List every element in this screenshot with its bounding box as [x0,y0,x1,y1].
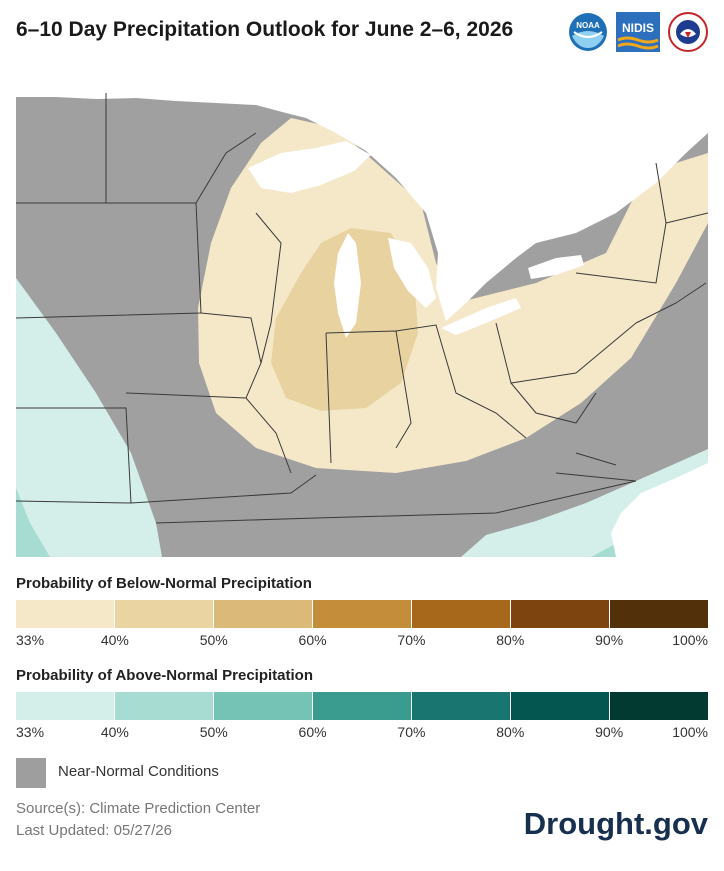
noaa-logo[interactable]: NOAA [568,12,608,52]
nidis-logo[interactable]: NIDIS [616,12,660,52]
below-normal-swatch-1 [16,600,115,628]
logo-group: NOAA NIDIS [568,12,708,52]
near-normal-label: Near-Normal Conditions [58,763,219,780]
water-and-outside-area [16,93,708,321]
above-normal-swatch-7 [610,692,708,720]
lake-erie [441,298,521,335]
above-normal-color-scale [16,692,708,720]
below-normal-tick-label: 80% [496,632,525,648]
above-normal-tick-label: 50% [199,724,228,740]
lake-michigan [334,233,361,338]
below-normal-swatch-5 [412,600,511,628]
above-normal-tick-label: 40% [100,724,129,740]
source-info: Source(s): Climate Prediction Center Las… [16,798,260,842]
atlantic-ocean [611,463,708,557]
above-normal-swatch-3 [214,692,313,720]
below-normal-color-scale [16,600,708,628]
lake-huron [388,238,436,308]
outlook-map [16,93,708,557]
lake-superior [248,141,371,193]
above-normal-swatch-1 [16,692,115,720]
above-normal-tick-label: 70% [397,724,426,740]
below-normal-swatch-7 [610,600,708,628]
svg-text:NOAA: NOAA [576,21,600,30]
below-normal-tick-label: 40% [100,632,129,648]
above-normal-tick-label: 80% [496,724,525,740]
above-normal-tick-label: 33% [16,724,45,740]
above-normal-swatch-4 [313,692,412,720]
above-normal-swatch-5 [412,692,511,720]
above-normal-region-west [16,278,162,557]
below-normal-tick-label: 90% [595,632,624,648]
above-normal-swatch-6 [511,692,610,720]
lake-ontario [528,255,584,279]
above-normal-tick-label: 60% [298,724,327,740]
above-normal-tick-labels: 33% 40% 50% 60% 70% 80% 90% 100% [16,724,708,742]
nws-logo[interactable] [668,12,708,52]
above-normal-40-region-west [16,488,50,557]
svg-text:NIDIS: NIDIS [622,21,654,35]
below-normal-tick-label: 33% [16,632,45,648]
below-normal-legend-title: Probability of Below-Normal Precipitatio… [16,575,312,592]
below-normal-tick-label: 60% [298,632,327,648]
drought-gov-brand[interactable]: Drought.gov [523,806,708,841]
above-normal-tick-label: 100% [672,724,708,740]
below-normal-swatch-2 [115,600,214,628]
near-normal-swatch [16,758,46,788]
below-normal-swatch-3 [214,600,313,628]
page-title: 6–10 Day Precipitation Outlook for June … [16,18,514,41]
below-normal-tick-labels: 33% 40% 50% 60% 70% 80% 90% 100% [16,632,708,650]
below-normal-tick-label: 70% [397,632,426,648]
above-normal-tick-label: 90% [595,724,624,740]
above-normal-legend-title: Probability of Above-Normal Precipitatio… [16,667,313,684]
last-updated-line: Last Updated: 05/27/26 [16,822,172,839]
source-line: Source(s): Climate Prediction Center [16,800,261,817]
below-normal-swatch-6 [511,600,610,628]
above-normal-swatch-2 [115,692,214,720]
below-normal-swatch-4 [313,600,412,628]
state-boundaries [16,93,708,524]
below-normal-tick-label: 50% [199,632,228,648]
below-normal-tick-label: 100% [672,632,708,648]
